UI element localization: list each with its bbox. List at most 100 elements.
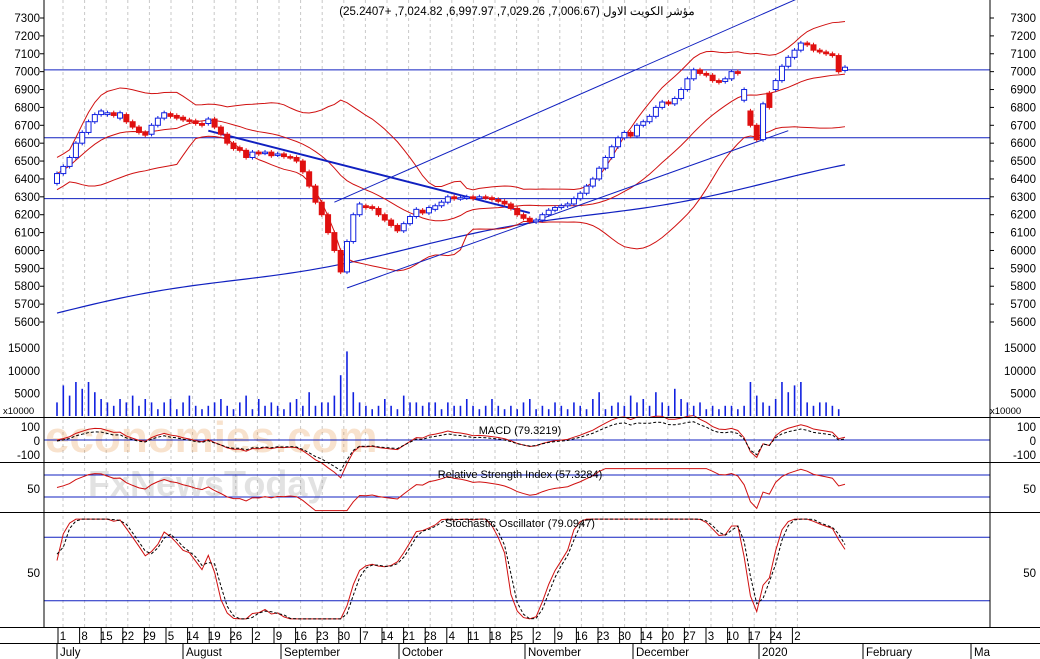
volume-tick-right: 5000 (1010, 388, 1036, 400)
bollinger-middle (56, 73, 846, 222)
volume-tick-right: 15000 (1004, 343, 1036, 355)
x-day-label: 17 (748, 631, 761, 643)
candle-body (192, 120, 199, 125)
candle-body (255, 151, 262, 155)
candle-body (608, 146, 615, 158)
x-month-label: October (402, 647, 443, 659)
candle-body (621, 131, 628, 139)
candle-body (60, 165, 67, 175)
candle-body (583, 185, 590, 194)
candle-body (262, 151, 269, 155)
stoch-d-line (56, 518, 846, 620)
macd-line (56, 414, 846, 479)
x-day-label: 4 (449, 631, 456, 643)
x-day-label: 14 (381, 631, 394, 643)
bollinger-lower (56, 126, 846, 272)
candle-body (186, 119, 193, 122)
candle-body (772, 80, 779, 91)
x-day-label: 15 (100, 631, 113, 643)
candle-body (142, 131, 149, 136)
price-tick-label-left: 6500 (14, 156, 40, 168)
candle-body (123, 114, 130, 123)
price-tick-label-right: 6300 (1010, 192, 1036, 204)
x-month-label: 2020 (762, 647, 788, 659)
candle-body (180, 116, 187, 121)
candle-body (91, 114, 98, 123)
candle-body (274, 153, 281, 156)
candle-body (684, 78, 691, 91)
x-month-label: July (60, 647, 81, 659)
candle-body (570, 198, 577, 205)
candle-body (520, 214, 527, 219)
candle-body (501, 200, 508, 205)
candle-body (331, 232, 338, 251)
candle-body (715, 80, 722, 83)
candle-body (690, 69, 697, 80)
x-day-label: 9 (557, 631, 563, 643)
rsi-line (56, 468, 846, 512)
candle-body (533, 219, 540, 223)
price-tick-label-left: 6100 (14, 228, 40, 240)
candle-body (514, 207, 521, 216)
candle-body (640, 121, 647, 126)
x-day-label: 3 (708, 631, 714, 643)
price-tick-label-right: 7100 (1010, 49, 1036, 61)
candle-body (652, 106, 659, 117)
x-day-label: 16 (294, 631, 307, 643)
trendline-upper-channel (334, 0, 796, 203)
candle-body (482, 196, 489, 199)
candle-body (627, 131, 634, 137)
x-day-label: 20 (661, 631, 674, 643)
stochastic-label: Stochastic Oscillator (79.0947) (445, 518, 595, 530)
candle-body (54, 173, 60, 184)
volume-tick-left: 10000 (8, 366, 40, 378)
candle-body (230, 142, 237, 150)
candle-body (205, 118, 212, 125)
candle-body (243, 149, 250, 158)
price-tick-label-left: 6000 (14, 245, 40, 257)
macd-tick-left: -100 (17, 450, 40, 462)
candle-body (236, 147, 243, 151)
candle-body (432, 205, 439, 210)
x-day-label: 14 (640, 631, 653, 643)
candle-body (299, 160, 306, 173)
price-tick-label-left: 5700 (14, 299, 40, 311)
price-tick-label-right: 5800 (1010, 281, 1036, 293)
candle-body (671, 97, 678, 105)
price-tick-label-left: 5900 (14, 263, 40, 275)
candle-body (804, 42, 811, 46)
candle-body (325, 214, 332, 234)
candle-body (709, 74, 716, 82)
candle-body (476, 196, 483, 200)
x-day-label: 30 (337, 631, 350, 643)
price-tick-label-left: 5600 (14, 317, 40, 329)
candle-body (438, 201, 445, 207)
candle-body (293, 156, 300, 162)
watermark-economies: economies.com (45, 413, 378, 462)
price-tick-label-right: 6400 (1010, 174, 1036, 186)
macd-signal-line (56, 421, 846, 472)
candle-body (778, 65, 785, 82)
candle-body (287, 156, 294, 159)
price-tick-label-right: 6100 (1010, 228, 1036, 240)
x-day-label: 2 (794, 631, 800, 643)
candle-body (425, 207, 432, 214)
candle-body (110, 112, 117, 116)
candle-body (451, 196, 458, 200)
candle-body (356, 203, 363, 216)
candle-body (369, 206, 376, 209)
candle-body (526, 217, 533, 223)
candle-body (66, 156, 73, 167)
candle-body (419, 209, 426, 214)
price-tick-label-left: 6800 (14, 102, 40, 114)
candle-body (224, 133, 231, 144)
price-tick-label-right: 6500 (1010, 156, 1036, 168)
price-tick-label-right: 7300 (1010, 13, 1036, 25)
candle-body (791, 49, 798, 58)
trendline-downtrend (208, 129, 531, 214)
stoch-tick-left: 50 (27, 568, 40, 580)
candle-body (173, 114, 180, 119)
price-tick-label-right: 7200 (1010, 31, 1036, 43)
